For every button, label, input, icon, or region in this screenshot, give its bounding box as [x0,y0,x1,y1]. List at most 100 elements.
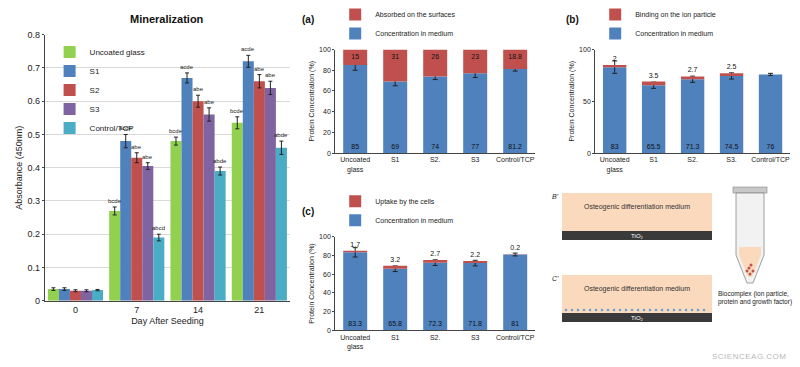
svg-text:71.3: 71.3 [686,143,700,150]
svg-text:83.3: 83.3 [348,320,362,327]
svg-text:bcde: bcde [108,198,122,204]
svg-text:65.8: 65.8 [388,320,402,327]
svg-text:100: 100 [319,46,331,53]
svg-text:60: 60 [323,271,331,278]
svg-text:S2.: S2. [430,156,441,163]
svg-text:74: 74 [431,143,439,150]
svg-text:83: 83 [611,143,619,150]
svg-text:B': B' [552,193,559,200]
svg-text:0: 0 [35,296,40,306]
svg-text:abe: abe [204,99,215,105]
svg-text:80: 80 [323,252,331,259]
svg-text:0: 0 [587,150,591,157]
svg-text:0.3: 0.3 [27,196,40,206]
svg-text:(c): (c) [302,206,314,217]
svg-text:26: 26 [431,53,439,60]
svg-text:S1: S1 [391,156,400,163]
svg-text:40: 40 [323,289,331,296]
svg-text:Protein Concentration (%): Protein Concentration (%) [568,61,576,142]
svg-text:acde: acde [241,46,255,52]
svg-text:Osteogenic differentiation med: Osteogenic differentiation medium [584,203,690,211]
svg-text:TiO₂: TiO₂ [631,233,643,239]
svg-text:0.5: 0.5 [27,130,40,140]
svg-text:0.2: 0.2 [510,244,520,251]
svg-text:0.4: 0.4 [27,163,40,173]
svg-text:69: 69 [391,143,399,150]
svg-text:85: 85 [351,143,359,150]
svg-text:S3: S3 [471,334,480,341]
svg-text:S3: S3 [471,156,480,163]
svg-text:Day After Seeding: Day After Seeding [131,316,204,326]
svg-text:Osteogenic differentiation med: Osteogenic differentiation medium [584,285,690,293]
svg-text:S1: S1 [649,156,658,163]
svg-text:abcd: abcd [152,225,165,231]
svg-text:Mineralization: Mineralization [130,13,204,25]
svg-text:abe: abe [142,154,153,160]
svg-text:81: 81 [511,320,519,327]
svg-text:Absorbance (450nm): Absorbance (450nm) [14,126,24,210]
svg-text:Absorbed on the surfaces: Absorbed on the surfaces [375,11,455,18]
svg-text:20: 20 [323,308,331,315]
svg-text:S1: S1 [391,334,400,341]
svg-text:Binding on the ion particle: Binding on the ion particle [635,11,716,19]
svg-text:0.1: 0.1 [27,263,40,273]
svg-text:21: 21 [254,305,264,315]
svg-text:S2: S2 [90,86,100,95]
svg-text:2.5: 2.5 [727,63,737,70]
svg-text:71.8: 71.8 [468,320,482,327]
svg-text:74.5: 74.5 [725,143,739,150]
svg-text:Control/TCP: Control/TCP [751,156,790,163]
svg-text:2: 2 [613,55,617,62]
svg-text:S3: S3 [90,105,100,114]
svg-text:Protein Concentration (%): Protein Concentration (%) [308,61,316,142]
svg-text:20: 20 [323,129,331,136]
svg-text:100: 100 [579,46,591,53]
svg-text:81.2: 81.2 [508,143,522,150]
svg-text:bcde: bcde [169,128,183,134]
svg-text:abde: abde [213,158,227,164]
svg-text:Uncoated glass: Uncoated glass [90,48,145,57]
svg-text:1.7: 1.7 [350,241,360,248]
svg-text:65.5: 65.5 [647,143,661,150]
svg-text:acde: acde [119,125,133,131]
svg-text:abe: abe [131,144,142,150]
svg-text:15: 15 [351,53,359,60]
svg-text:80: 80 [323,67,331,74]
svg-text:Control/TCP: Control/TCP [90,124,134,133]
svg-text:60: 60 [323,87,331,94]
svg-text:0: 0 [327,327,331,334]
svg-text:14: 14 [193,305,203,315]
svg-text:S1: S1 [90,67,100,76]
svg-text:76: 76 [767,143,775,150]
svg-text:0: 0 [327,150,331,157]
svg-text:0: 0 [73,305,78,315]
svg-text:23: 23 [471,53,479,60]
svg-text:0.7: 0.7 [27,63,40,73]
svg-text:Concentration in medium: Concentration in medium [635,30,713,37]
svg-text:40: 40 [323,108,331,115]
svg-text:0.6: 0.6 [27,96,40,106]
svg-text:acde: acde [180,64,194,70]
svg-text:Control/TCP: Control/TCP [496,334,535,341]
svg-text:TiO₂: TiO₂ [631,315,643,321]
svg-text:7: 7 [134,305,139,315]
svg-text:S3.: S3. [726,156,737,163]
svg-text:Concentration in medium: Concentration in medium [375,30,453,37]
svg-text:(b): (b) [566,14,579,25]
svg-text:Uncoatedglass: Uncoatedglass [600,156,630,173]
svg-text:100: 100 [319,233,331,240]
svg-text:abde: abde [274,132,288,138]
svg-text:Uncoatedglass: Uncoatedglass [340,334,370,351]
svg-text:31: 31 [391,53,399,60]
svg-text:S2.: S2. [430,334,441,341]
svg-text:Control/TCP: Control/TCP [496,156,535,163]
svg-text:Uptake by the cells: Uptake by the cells [375,198,435,206]
svg-text:0.8: 0.8 [27,30,40,40]
svg-text:2.2: 2.2 [470,251,480,258]
svg-text:Concentration in medium: Concentration in medium [375,217,453,224]
svg-text:C': C' [552,275,559,282]
svg-text:18.8: 18.8 [508,53,522,60]
svg-text:3.5: 3.5 [649,72,659,79]
svg-text:abe: abe [265,72,276,78]
svg-text:72.3: 72.3 [428,320,442,327]
